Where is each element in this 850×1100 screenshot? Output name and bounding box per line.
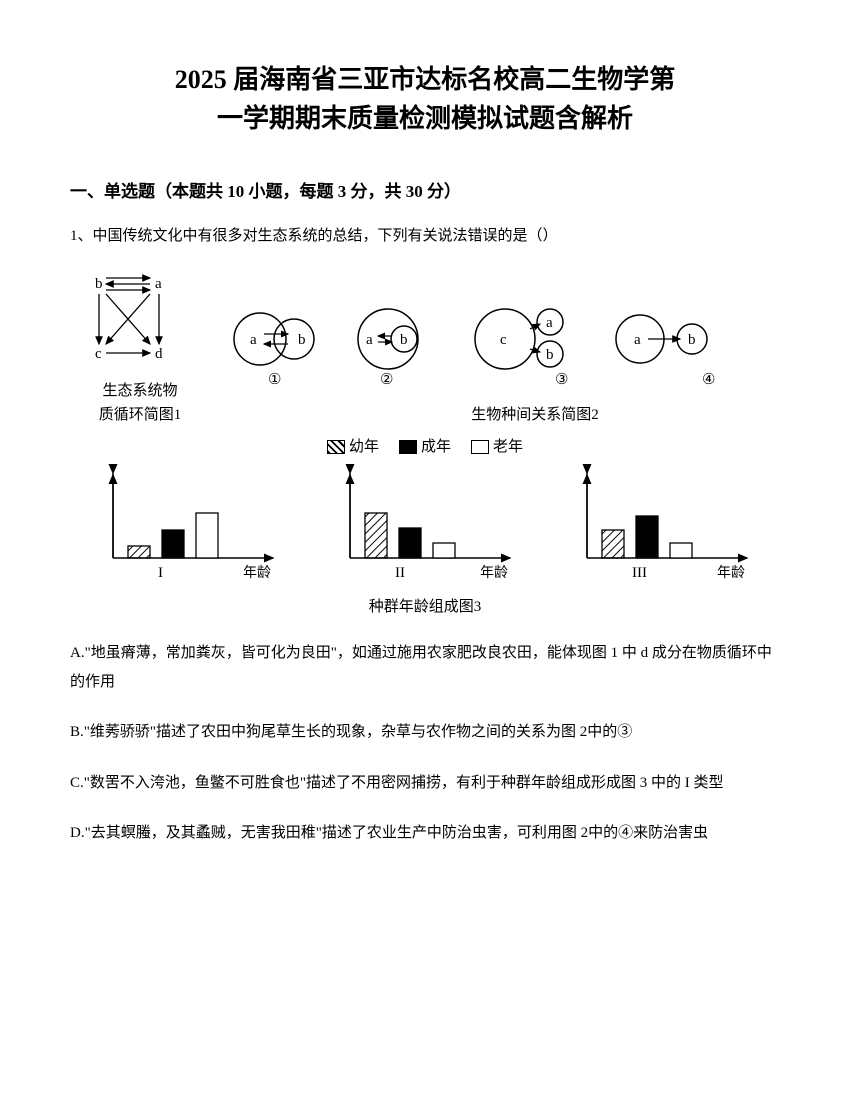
svg-text:a: a [546,315,553,331]
option-d: D."去其螟螣，及其蟊贼，无害我田稚"描述了农业生产中防治虫害，可利用图 2中的… [70,819,780,848]
svg-text:I: I [158,565,163,581]
svg-text:II: II [395,565,405,581]
solid-swatch [399,440,417,454]
svg-text:③: ③ [555,372,568,388]
section-header: 一、单选题（本题共 10 小题，每题 3 分，共 30 分） [70,178,780,205]
svg-text:III: III [632,565,647,581]
option-a: A."地虽瘠薄，常加粪灰，皆可化为良田"，如通过施用农家肥改良农田，能体现图 1… [70,639,780,696]
chart-row: I 年龄 II 年龄 III 年龄 [70,463,780,592]
fig3-label: 种群年龄组成图3 [70,595,780,619]
node-b: b [95,276,103,292]
svg-text:b: b [546,347,554,363]
fig2-label: 生物种间关系简图2 [290,403,780,427]
question-1-text: 1、中国传统文化中有很多对生态系统的总结，下列有关说法错误的是（） [70,223,780,250]
relation-diagrams-svg: a b ① a b ② c a [210,294,770,394]
option-c: C."数罟不入洿池，鱼鳖不可胜食也"描述了不用密网捕捞，有利于种群年龄组成形成图… [70,769,780,798]
fig1-label-1: 生态系统物 [70,379,210,403]
page-title: 2025 届海南省三亚市达标名校高二生物学第 一学期期末质量检测模拟试题含解析 [70,60,780,138]
svg-text:b: b [688,332,696,348]
node-a: a [155,276,162,292]
chart-2: II 年龄 [325,463,525,592]
svg-text:年龄: 年龄 [480,565,508,581]
legend-young: 幼年 [327,435,379,459]
svg-text:a: a [366,332,373,348]
legend-old: 老年 [471,435,523,459]
legend-young-label: 幼年 [349,435,379,459]
title-line-2: 一学期期末质量检测模拟试题含解析 [70,99,780,138]
svg-text:年龄: 年龄 [243,565,271,581]
figure-1: b a c d 生态系统物 质循环简图1 [70,270,210,427]
chart-1: I 年龄 [88,463,288,592]
figure-2: a b ① a b ② c a [210,294,780,427]
svg-text:年龄: 年龄 [717,565,745,581]
legend-old-label: 老年 [493,435,523,459]
node-d: d [155,346,163,362]
cycle-diagram-svg: b a c d [70,270,190,370]
legend-adult: 成年 [399,435,451,459]
svg-text:④: ④ [702,372,715,388]
svg-text:①: ① [268,372,281,388]
chart-legend: 幼年 成年 老年 [70,435,780,459]
hatch-swatch [327,440,345,454]
title-line-1: 2025 届海南省三亚市达标名校高二生物学第 [70,60,780,99]
diagram-row-1: b a c d 生态系统物 质循环简图1 [70,270,780,427]
svg-text:a: a [634,332,641,348]
option-b: B."维莠骄骄"描述了农田中狗尾草生长的现象，杂草与农作物之间的关系为图 2中的… [70,718,780,747]
chart-3: III 年龄 [562,463,762,592]
fig1-label-2: 质循环简图1 [70,403,210,427]
svg-text:②: ② [380,372,393,388]
svg-text:b: b [400,332,408,348]
svg-text:c: c [500,332,507,348]
node-c: c [95,346,102,362]
svg-text:b: b [298,332,306,348]
svg-text:a: a [250,332,257,348]
empty-swatch [471,440,489,454]
legend-adult-label: 成年 [421,435,451,459]
